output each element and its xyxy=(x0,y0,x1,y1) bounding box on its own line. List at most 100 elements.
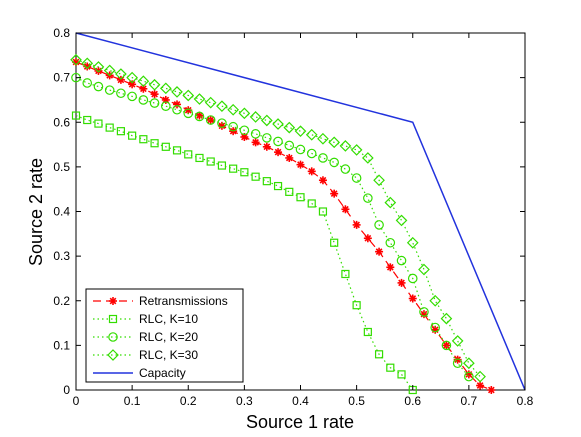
x-tick-label: 0.4 xyxy=(292,394,309,408)
data-point-rlc-k-20 xyxy=(262,133,272,143)
data-point-rlc-k-30 xyxy=(103,64,116,77)
data-point-retransmissions xyxy=(262,142,271,151)
data-point-rlc-k-10 xyxy=(172,146,182,155)
legend-marker-retransmissions xyxy=(109,297,117,305)
data-point-rlc-k-30 xyxy=(171,86,183,98)
data-point-rlc-k-20 xyxy=(385,237,396,248)
data-point-rlc-k-30 xyxy=(159,82,172,95)
y-tick-label: 0.3 xyxy=(53,249,70,263)
series-rlc-k-30 xyxy=(70,53,486,383)
data-point-rlc-k-20 xyxy=(419,307,429,317)
data-point-rlc-k-20 xyxy=(318,153,328,163)
data-point-retransmissions xyxy=(330,189,339,198)
data-point-retransmissions xyxy=(408,294,417,303)
data-point-rlc-k-10 xyxy=(229,164,238,173)
data-point-rlc-k-30 xyxy=(317,132,329,145)
legend-label-rlc-k-20: RLC, K=20 xyxy=(139,330,198,344)
data-point-rlc-k-20 xyxy=(82,78,93,88)
data-point-rlc-k-30 xyxy=(463,357,475,370)
data-point-rlc-k-20 xyxy=(217,118,227,128)
data-point-rlc-k-30 xyxy=(238,107,251,120)
data-point-rlc-k-20 xyxy=(149,98,160,108)
series-layer xyxy=(70,32,526,395)
data-point-rlc-k-30 xyxy=(429,294,442,307)
data-point-rlc-k-30 xyxy=(294,125,307,138)
y-tick-label: 0.8 xyxy=(53,26,70,40)
data-point-rlc-k-30 xyxy=(328,136,341,149)
series-line-rlc-k-30 xyxy=(75,59,481,377)
data-point-rlc-k-20 xyxy=(329,157,339,168)
data-point-rlc-k-10 xyxy=(386,363,395,372)
data-point-rlc-k-10 xyxy=(139,135,148,144)
data-point-retransmissions xyxy=(442,341,451,350)
data-point-rlc-k-10 xyxy=(318,207,328,216)
data-point-rlc-k-30 xyxy=(451,335,464,347)
data-point-rlc-k-10 xyxy=(352,301,361,310)
data-point-rlc-k-20 xyxy=(161,101,171,111)
data-point-retransmissions xyxy=(487,386,496,394)
data-point-retransmissions xyxy=(464,370,473,379)
y-tick-label: 0.4 xyxy=(53,205,70,219)
data-point-rlc-k-10 xyxy=(71,111,81,120)
data-point-rlc-k-20 xyxy=(363,193,373,203)
data-point-retransmissions xyxy=(150,90,159,99)
data-point-retransmissions xyxy=(386,263,395,272)
y-tick-label: 0.6 xyxy=(53,115,70,129)
data-point-rlc-k-20 xyxy=(183,108,194,119)
data-point-rlc-k-10 xyxy=(307,199,316,208)
data-point-rlc-k-20 xyxy=(430,322,440,333)
data-point-retransmissions xyxy=(296,160,305,169)
y-tick-label: 0 xyxy=(63,383,70,397)
x-tick-label: 0.2 xyxy=(180,394,197,408)
data-point-rlc-k-20 xyxy=(273,136,283,147)
data-point-rlc-k-10 xyxy=(262,177,271,186)
data-point-rlc-k-30 xyxy=(272,118,284,130)
data-point-rlc-k-20 xyxy=(127,91,137,102)
series-line-capacity xyxy=(75,32,526,391)
data-point-rlc-k-20 xyxy=(104,85,115,95)
data-point-rlc-k-20 xyxy=(441,340,452,351)
data-point-rlc-k-20 xyxy=(351,173,362,183)
legend-marker-rlc-k-20 xyxy=(108,332,118,342)
data-point-retransmissions xyxy=(139,84,148,93)
data-point-retransmissions xyxy=(307,167,316,176)
legend: Retransmissions RLC, K=10 RLC, K=20 RLC, K=… xyxy=(85,288,244,383)
data-point-rlc-k-30 xyxy=(440,312,453,325)
data-point-rlc-k-20 xyxy=(340,164,351,174)
data-point-rlc-k-30 xyxy=(373,174,385,187)
x-tick-label: 0.3 xyxy=(236,394,253,408)
data-point-retransmissions xyxy=(94,66,103,75)
data-point-retransmissions xyxy=(128,80,137,89)
y-axis-label: Source 2 rate xyxy=(26,158,46,266)
legend-marker-rlc-k-30 xyxy=(107,349,119,361)
data-point-rlc-k-20 xyxy=(464,371,474,382)
y-tick-label: 0.5 xyxy=(53,160,70,174)
data-point-rlc-k-10 xyxy=(116,127,126,136)
data-point-retransmissions xyxy=(352,220,361,229)
data-point-rlc-k-10 xyxy=(285,187,294,196)
data-point-rlc-k-20 xyxy=(284,140,295,151)
x-tick-label: 0.7 xyxy=(461,394,478,408)
data-point-rlc-k-30 xyxy=(126,71,138,84)
data-point-rlc-k-30 xyxy=(249,111,262,123)
data-point-rlc-k-20 xyxy=(116,88,126,99)
data-point-rlc-k-10 xyxy=(128,131,137,140)
legend-label-retransmissions: Retransmissions xyxy=(139,294,228,308)
data-point-rlc-k-10 xyxy=(150,139,159,148)
data-point-rlc-k-10 xyxy=(273,181,283,191)
x-tick-label: 0.6 xyxy=(404,394,421,408)
data-point-retransmissions xyxy=(217,121,226,130)
data-point-rlc-k-30 xyxy=(260,114,273,127)
data-point-rlc-k-20 xyxy=(396,255,407,266)
tick-layer: 0 0.1 0.2 0.3 0.4 0.5 0.6 0.7 0.8 0 0.1 0.2 0.3 0.4 0.… xyxy=(53,26,533,408)
data-point-rlc-k-20 xyxy=(306,148,317,159)
data-point-retransmissions xyxy=(476,381,485,390)
legend-label-rlc-k-30: RLC, K=30 xyxy=(139,348,198,362)
data-point-rlc-k-10 xyxy=(83,115,92,125)
x-tick-label: 0 xyxy=(73,394,80,408)
data-point-retransmissions xyxy=(397,278,406,287)
data-point-rlc-k-30 xyxy=(216,100,228,113)
legend-marker-rlc-k-10 xyxy=(108,314,118,324)
series-line-rlc-k-20 xyxy=(75,77,470,377)
data-point-rlc-k-30 xyxy=(339,140,352,152)
